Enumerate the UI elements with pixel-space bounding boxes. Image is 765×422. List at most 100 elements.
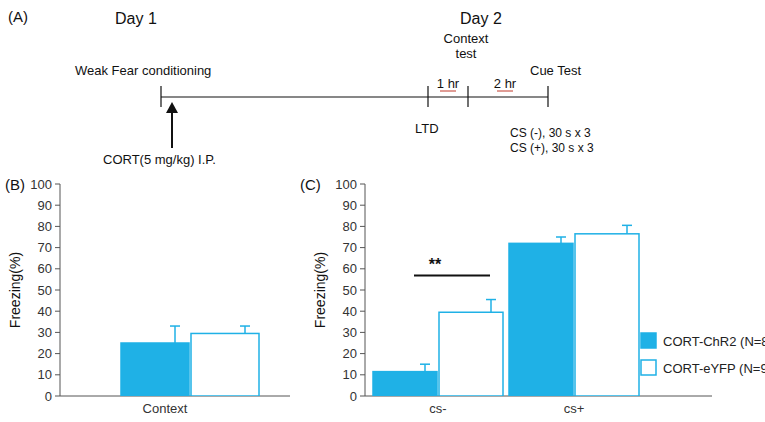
error-line xyxy=(626,225,628,233)
timeline-tick xyxy=(160,86,161,107)
y-tick xyxy=(360,353,365,354)
bar xyxy=(509,243,573,396)
bars xyxy=(121,326,259,396)
y-tick-label: 30 xyxy=(38,325,52,340)
significance-line xyxy=(414,275,490,277)
y-tick xyxy=(55,396,60,397)
y-tick xyxy=(360,332,365,333)
bars xyxy=(373,225,639,396)
y-tick xyxy=(55,184,60,185)
y-tick-label: 0 xyxy=(45,389,52,404)
y-tick-label: 40 xyxy=(343,304,357,319)
legend-swatch xyxy=(641,333,656,348)
axis-label: Freezing(%) xyxy=(7,252,23,328)
y-tick-label: 20 xyxy=(343,346,357,361)
figure: (A) Day 1 Day 2 Weak Fear conditioning CORT(… xyxy=(0,0,765,422)
y-tick-label: 60 xyxy=(343,261,357,276)
y-tick-label: 10 xyxy=(343,367,357,382)
day-label: Day 2 xyxy=(460,10,502,27)
chart: (C)Freezing(%)0102030405060708090100cs-c… xyxy=(300,176,765,416)
panel-label: (A) xyxy=(8,8,28,25)
bar xyxy=(439,312,503,396)
y-tick xyxy=(55,247,60,248)
error-cap xyxy=(420,363,430,365)
panel-label: (B) xyxy=(5,176,25,193)
underline xyxy=(440,91,456,92)
panel-label: (C) xyxy=(300,176,321,193)
y-tick-label: 70 xyxy=(38,240,52,255)
day-label: Day 1 xyxy=(115,10,157,27)
error-cap xyxy=(622,225,632,227)
y-tick-label: 80 xyxy=(343,219,357,234)
y-tick xyxy=(55,311,60,312)
event-label: Context xyxy=(444,31,489,46)
legend: CORT-ChR2 (N=8) CORT-eYFP (N=9) xyxy=(641,333,765,376)
interval-label: 2 hr xyxy=(494,76,517,91)
event-label: Weak Fear conditioning xyxy=(75,63,211,78)
y-tick-label: 40 xyxy=(38,304,52,319)
y-tick-label: 100 xyxy=(335,177,357,192)
y-tick-label: 60 xyxy=(38,261,52,276)
y-tick xyxy=(360,184,365,185)
y-tick xyxy=(360,396,365,397)
arrow xyxy=(171,112,173,148)
legend-label: CORT-eYFP (N=9) xyxy=(663,361,765,376)
y-tick-label: 80 xyxy=(38,219,52,234)
interval-label: 1 hr xyxy=(437,76,460,91)
bar xyxy=(373,372,437,396)
y-tick-label: 90 xyxy=(343,198,357,213)
bar xyxy=(191,333,259,396)
event-label: LTD xyxy=(415,121,439,136)
timeline-tick xyxy=(467,86,468,107)
x-tick-label: cs+ xyxy=(564,401,585,416)
y-tick xyxy=(55,290,60,291)
y-tick-label: 70 xyxy=(343,240,357,255)
error-line xyxy=(424,364,426,371)
y-tick-label: 20 xyxy=(38,346,52,361)
timeline-axis xyxy=(161,96,548,97)
y-tick xyxy=(360,226,365,227)
error-line xyxy=(174,326,176,343)
timeline: (A) Day 1 Day 2 Weak Fear conditioning CORT(… xyxy=(8,8,594,167)
y-tick-label: 50 xyxy=(38,283,52,298)
error-bar xyxy=(622,225,632,233)
event-label: CS (+), 30 s x 3 xyxy=(510,141,594,155)
y-tick xyxy=(55,268,60,269)
error-bar xyxy=(486,300,496,313)
bar xyxy=(575,234,639,396)
event-label: test xyxy=(456,46,477,61)
significance-label: ** xyxy=(429,256,442,273)
error-cap xyxy=(556,236,566,238)
y-tick xyxy=(360,374,365,375)
x-tick-label: cs- xyxy=(429,401,446,416)
timeline-tick xyxy=(547,86,548,107)
error-line xyxy=(560,237,562,243)
underline xyxy=(497,91,513,92)
error-bar xyxy=(170,326,180,343)
y-tick xyxy=(360,247,365,248)
error-bar xyxy=(556,237,566,243)
timeline-tick xyxy=(427,86,428,107)
y-tick xyxy=(55,226,60,227)
error-line xyxy=(244,326,246,333)
legend-label: CORT-ChR2 (N=8) xyxy=(663,334,765,349)
error-cap xyxy=(486,299,496,301)
y-tick-label: 100 xyxy=(30,177,52,192)
y-tick xyxy=(55,205,60,206)
y-tick xyxy=(360,311,365,312)
y-tick-label: 0 xyxy=(350,389,357,404)
y-tick xyxy=(55,332,60,333)
error-line xyxy=(490,300,492,313)
arrow-head xyxy=(166,102,178,113)
y-tick-label: 10 xyxy=(38,367,52,382)
chart: (B)Freezing(%)0102030405060708090100Cont… xyxy=(5,176,290,416)
y-tick xyxy=(360,268,365,269)
event-label: CORT(5 mg/kg) I.P. xyxy=(103,152,216,167)
y-tick xyxy=(55,353,60,354)
bar xyxy=(121,343,189,396)
event-label: Cue Test xyxy=(530,63,581,78)
axis-label: Freezing(%) xyxy=(312,252,328,328)
error-cap xyxy=(240,325,250,327)
event-label: CS (-), 30 s x 3 xyxy=(510,126,591,140)
y-tick xyxy=(360,290,365,291)
